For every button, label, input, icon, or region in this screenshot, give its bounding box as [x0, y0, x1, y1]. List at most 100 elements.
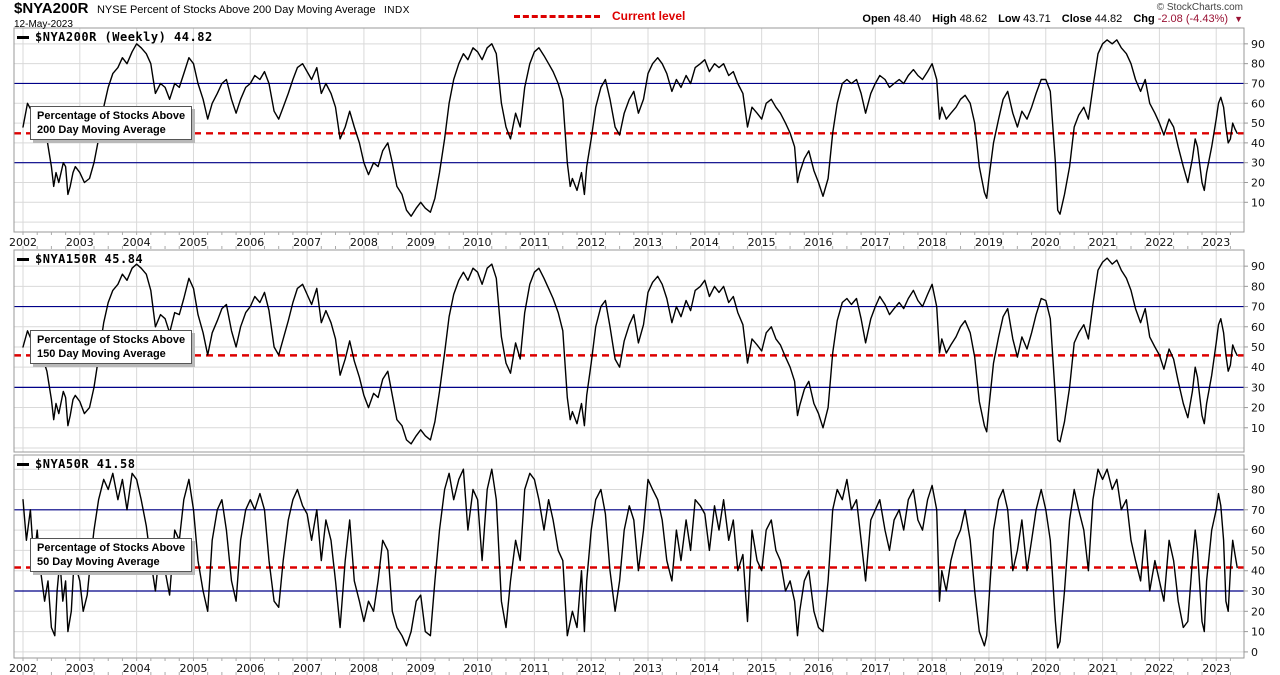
copyright: © StockCharts.com: [1156, 2, 1243, 13]
svg-text:10: 10: [1251, 196, 1265, 209]
high-value: 48.62: [959, 13, 988, 25]
panel2-legend-label: $NYA150R 45.84: [35, 252, 144, 266]
svg-text:2018: 2018: [918, 236, 946, 249]
svg-text:2014: 2014: [691, 236, 719, 249]
svg-text:2022: 2022: [1145, 236, 1173, 249]
svg-text:90: 90: [1251, 38, 1265, 51]
current-level-label: Current level: [612, 9, 686, 23]
svg-text:2010: 2010: [464, 236, 492, 249]
annotation-line2: 50 Day Moving Average: [37, 556, 160, 568]
svg-text:2008: 2008: [350, 662, 378, 675]
high-label: High: [932, 13, 957, 25]
panel3-legend: $NYA50R 41.58: [17, 457, 135, 471]
svg-text:60: 60: [1251, 321, 1265, 334]
series-$NYA200R: [22, 39, 1238, 217]
annotation-line1: Percentage of Stocks Above: [37, 110, 186, 122]
series-$NYA150R: [22, 257, 1238, 445]
svg-text:2005: 2005: [179, 236, 207, 249]
svg-text:20: 20: [1251, 402, 1265, 415]
svg-text:2010: 2010: [464, 662, 492, 675]
svg-text:2014: 2014: [691, 662, 719, 675]
svg-text:50: 50: [1251, 341, 1265, 354]
svg-text:2011: 2011: [520, 236, 548, 249]
svg-text:2005: 2005: [179, 662, 207, 675]
panel3-annotation: Percentage of Stocks Above 50 Day Moving…: [30, 538, 193, 572]
svg-text:60: 60: [1251, 97, 1265, 110]
svg-text:2016: 2016: [804, 662, 832, 675]
svg-text:2004: 2004: [123, 662, 151, 675]
close-value: 44.82: [1094, 13, 1123, 25]
svg-text:90: 90: [1251, 260, 1265, 273]
svg-text:2016: 2016: [804, 236, 832, 249]
panel-$NYA200R: [13, 27, 1245, 233]
panel1-annotation: Percentage of Stocks Above 200 Day Movin…: [30, 106, 193, 140]
chg-label: Chg: [1133, 13, 1155, 25]
chart-header: $NYA200R NYSE Percent of Stocks Above 20…: [14, 0, 410, 31]
svg-text:70: 70: [1251, 77, 1265, 90]
y-axis-$NYA50R: 90 80 70 60 50 40 30 20 10 0: [1244, 463, 1265, 659]
svg-text:2012: 2012: [577, 236, 605, 249]
svg-text:2015: 2015: [748, 662, 776, 675]
current-level-dash-icon: [514, 15, 600, 18]
y-axis-$NYA150R: 90 80 70 60 50 40 30 20 10: [1244, 260, 1265, 435]
svg-text:40: 40: [1251, 361, 1265, 374]
svg-text:2019: 2019: [975, 662, 1003, 675]
svg-text:2020: 2020: [1032, 662, 1060, 675]
low-label: Low: [998, 13, 1021, 25]
svg-text:10: 10: [1251, 626, 1265, 639]
svg-text:2020: 2020: [1032, 236, 1060, 249]
svg-text:2009: 2009: [407, 236, 435, 249]
svg-text:2006: 2006: [236, 662, 264, 675]
svg-text:2003: 2003: [66, 236, 94, 249]
symbol-label: $NYA200R: [14, 0, 89, 17]
low-value: 43.71: [1023, 13, 1051, 25]
annotation-line2: 150 Day Moving Average: [37, 348, 166, 360]
svg-text:90: 90: [1251, 463, 1265, 476]
series-line-swatch-icon: [17, 462, 29, 466]
x-axis: 2002 2003 2004 2005 2006 2007 2008 2009 2010 2011…: [9, 658, 1231, 675]
svg-text:80: 80: [1251, 58, 1265, 71]
svg-text:2007: 2007: [293, 236, 321, 249]
svg-text:20: 20: [1251, 605, 1265, 618]
svg-text:2003: 2003: [66, 662, 94, 675]
svg-text:40: 40: [1251, 565, 1265, 578]
svg-text:50: 50: [1251, 544, 1265, 557]
svg-text:2023: 2023: [1202, 236, 1230, 249]
symbol-description: NYSE Percent of Stocks Above 200 Day Mov…: [96, 4, 376, 16]
panel2-annotation: Percentage of Stocks Above 150 Day Movin…: [30, 330, 193, 364]
svg-text:40: 40: [1251, 137, 1265, 150]
svg-text:2017: 2017: [861, 662, 889, 675]
annotation-line2: 200 Day Moving Average: [37, 124, 166, 136]
annotation-line1: Percentage of Stocks Above: [37, 334, 186, 346]
svg-text:2015: 2015: [748, 236, 776, 249]
svg-text:2023: 2023: [1202, 662, 1230, 675]
panel1-legend-label: $NYA200R (Weekly) 44.82: [35, 30, 213, 44]
quote-line: Open 48.40 High 48.62 Low 43.71 Close 44.82 …: [862, 13, 1243, 25]
y-axis-$NYA200R: 90 80 70 60 50 40 30 20 10: [1244, 38, 1265, 209]
series-line-swatch-icon: [17, 35, 29, 39]
close-label: Close: [1061, 13, 1092, 25]
chg-value: -2.08 (-4.43%): [1157, 13, 1229, 25]
svg-text:80: 80: [1251, 280, 1265, 293]
svg-text:2019: 2019: [975, 236, 1003, 249]
panel1-legend: $NYA200R (Weekly) 44.82: [17, 30, 213, 44]
svg-text:2021: 2021: [1089, 662, 1117, 675]
annotation-line1: Percentage of Stocks Above: [37, 542, 186, 554]
svg-text:2007: 2007: [293, 662, 321, 675]
panel-$NYA150R: [13, 249, 1245, 453]
panel3-legend-label: $NYA50R 41.58: [35, 457, 136, 471]
svg-text:10: 10: [1251, 422, 1265, 435]
series-line-swatch-icon: [17, 257, 29, 261]
svg-text:2013: 2013: [634, 662, 662, 675]
svg-text:2006: 2006: [236, 236, 264, 249]
chart-date: 12-May-2023: [14, 19, 73, 30]
svg-text:2013: 2013: [634, 236, 662, 249]
svg-text:30: 30: [1251, 585, 1265, 598]
svg-text:2008: 2008: [350, 236, 378, 249]
svg-text:2002: 2002: [9, 236, 37, 249]
chg-down-arrow-icon[interactable]: ▼: [1234, 14, 1243, 24]
current-level-legend: Current level: [514, 9, 685, 23]
svg-text:2004: 2004: [123, 236, 151, 249]
svg-text:2012: 2012: [577, 662, 605, 675]
svg-text:2009: 2009: [407, 662, 435, 675]
